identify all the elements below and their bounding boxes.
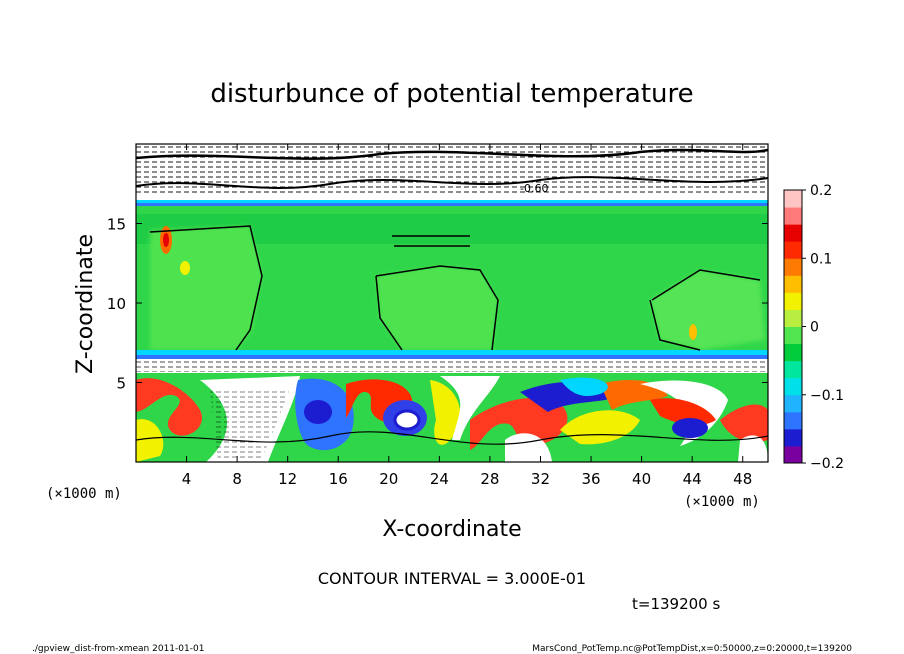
- x-tick-label: 44: [683, 470, 702, 488]
- eddy-dashes-1: [210, 388, 290, 462]
- colorbar-tick-label: −0.2: [810, 456, 844, 472]
- eddy-yellow-2: [430, 380, 461, 445]
- colorbar-tick-label: 0: [810, 320, 819, 336]
- band-cyan-top: [136, 198, 768, 206]
- eddy-white-5: [738, 435, 768, 462]
- x-axis-unit: (×1000 m): [684, 494, 760, 510]
- eddy-yellow-3: [560, 410, 640, 445]
- colorbar-cell: [784, 309, 802, 327]
- time-label: t=139200 s: [632, 595, 720, 613]
- patch-light-green-center: [376, 266, 498, 350]
- x-tick-label: 48: [733, 470, 752, 488]
- white-band-lines: [136, 360, 768, 372]
- colorbar-cell: [784, 207, 802, 225]
- colorbar-tick-label: 0.2: [810, 183, 832, 199]
- inline-contour-label: -0.60: [520, 182, 548, 195]
- eddy-blue-3: [672, 418, 708, 438]
- chart-title: disturbunce of potential temperature: [210, 79, 693, 109]
- footer-left: ./gpview_dist-from-xmean 2011-01-01: [32, 644, 204, 654]
- contour-right-block: [649, 269, 761, 351]
- colorbar-cell: [784, 360, 802, 379]
- eddy-darkblue-1: [304, 400, 332, 424]
- y-tick-label: 5: [116, 375, 126, 393]
- eddy-red-3: [470, 397, 568, 450]
- plot-area: -0.60: [136, 144, 768, 462]
- y-tick-labels: 5 10 15: [107, 216, 126, 393]
- x-tick-label: 4: [182, 470, 192, 488]
- x-tick-label: 8: [232, 470, 242, 488]
- eddy-white-2: [440, 376, 500, 440]
- y-tick-label: 15: [107, 216, 126, 234]
- colorbar-cell: [784, 275, 802, 293]
- x-tick-label: 28: [480, 470, 499, 488]
- colorbar-cell: [784, 326, 802, 345]
- patch-light-green-left: [150, 226, 262, 350]
- contour-upper-line: [392, 235, 470, 247]
- x-tick-label: 32: [531, 470, 550, 488]
- colorbar-cell: [784, 292, 802, 310]
- x-tick-label: 12: [278, 470, 297, 488]
- contour-bottom-layer: [136, 431, 768, 445]
- top-thick-contour: [136, 176, 768, 189]
- colorbar-cell: [784, 343, 802, 362]
- x-tick-label: 20: [379, 470, 398, 488]
- eddy-cyan-1: [560, 377, 608, 397]
- colorbar-cell: [784, 190, 802, 208]
- colorbar-cell: [784, 241, 802, 259]
- eddy-yellow-1: [136, 419, 164, 462]
- eddy-red-5: [650, 398, 716, 426]
- x-tick-labels: 4 8 12 16 20 24 28 32 36 40 44 48: [182, 470, 752, 488]
- warm-spot-right: [689, 324, 697, 340]
- band-cyan-bottom: [136, 350, 768, 356]
- colorbar-cell: [784, 394, 802, 413]
- colorbar-tick-label: 0.1: [810, 251, 832, 267]
- colorbar-cell: [784, 258, 802, 276]
- eddy-white-ring: [393, 409, 421, 431]
- contour-interval-note: CONTOUR INTERVAL = 3.000E-01: [318, 569, 586, 588]
- colorbar-cell: [784, 411, 802, 430]
- x-tick-label: 24: [430, 470, 449, 488]
- warm-spot-left: [180, 261, 190, 275]
- footer-right: MarsCond_PotTemp.nc@PotTempDist,x=0:5000…: [532, 644, 852, 654]
- eddy-red-1: [136, 378, 203, 436]
- colorbar-cell: [784, 428, 802, 447]
- colorbar-tick-label: −0.1: [810, 388, 844, 404]
- colorbar-cells: [784, 190, 802, 464]
- y-axis-unit: (×1000 m): [46, 486, 122, 502]
- x-tick-label: 16: [329, 470, 348, 488]
- colorbar-cell: [784, 377, 802, 396]
- contour-left-block: [149, 225, 263, 351]
- colorbar-labels: 0.2 0.1 0 −0.1 −0.2: [802, 183, 844, 472]
- y-tick-label: 10: [107, 295, 126, 313]
- y-axis-title: Z-coordinate: [73, 234, 98, 374]
- x-axis-title: X-coordinate: [382, 517, 521, 542]
- x-tick-label: 40: [632, 470, 651, 488]
- patch-light-green-right: [650, 270, 765, 350]
- colorbar-cell: [784, 224, 802, 242]
- eddy-red-6: [720, 404, 768, 443]
- top-thick-contour-2: [136, 148, 768, 160]
- band-blue-top: [136, 203, 768, 206]
- contour-center-block: [375, 265, 499, 351]
- colorbar-cell: [784, 445, 802, 464]
- x-tick-label: 36: [581, 470, 600, 488]
- eddy-red-4: [600, 380, 668, 410]
- axis-ticks: [136, 144, 768, 462]
- colorbar: 0.2 0.1 0 −0.1 −0.2: [783, 183, 844, 472]
- hot-spot-left-core: [163, 233, 169, 247]
- band-blue-bottom: [136, 355, 768, 359]
